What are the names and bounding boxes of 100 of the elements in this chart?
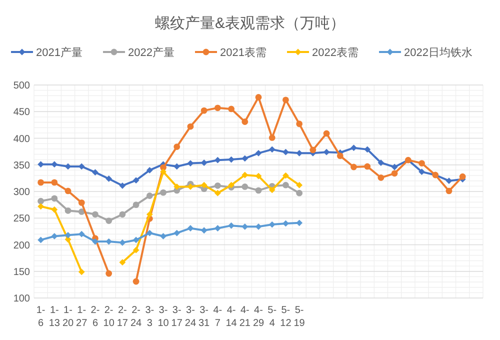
point bbox=[106, 176, 112, 182]
chart-title: 螺纹产量&表观需求（万吨） bbox=[154, 15, 346, 32]
point bbox=[38, 203, 44, 210]
x-tick-label: 2-17 bbox=[116, 305, 128, 329]
point bbox=[119, 239, 126, 246]
point bbox=[92, 169, 98, 176]
point bbox=[268, 221, 276, 228]
x-tick-label: 1-6 bbox=[36, 305, 46, 329]
legend-label: 2021产量 bbox=[36, 46, 82, 59]
x-tick-label: 5-19 bbox=[294, 305, 306, 329]
point bbox=[323, 148, 330, 156]
x-tick-label: 2-10 bbox=[103, 305, 115, 329]
point bbox=[255, 150, 262, 156]
point bbox=[296, 150, 303, 156]
point bbox=[200, 160, 208, 166]
point bbox=[160, 189, 166, 196]
point bbox=[146, 211, 153, 218]
x-tick-label: 1-27 bbox=[76, 305, 88, 329]
point bbox=[296, 190, 303, 196]
point bbox=[336, 152, 344, 160]
point bbox=[350, 144, 357, 152]
point bbox=[146, 167, 153, 174]
point bbox=[174, 163, 180, 170]
point bbox=[378, 160, 384, 166]
point bbox=[242, 118, 248, 125]
y-tick-label: 400 bbox=[13, 134, 30, 145]
point bbox=[51, 206, 58, 213]
point bbox=[214, 225, 221, 232]
point bbox=[51, 161, 58, 168]
point bbox=[78, 230, 85, 238]
point bbox=[146, 230, 153, 236]
point bbox=[200, 107, 208, 114]
point bbox=[200, 182, 208, 188]
point bbox=[38, 236, 44, 244]
x-tick-label: 3-3 bbox=[145, 305, 154, 329]
point bbox=[364, 163, 371, 170]
point bbox=[242, 223, 248, 230]
legend-label: 2021表需 bbox=[220, 46, 266, 59]
point bbox=[64, 232, 72, 238]
legend-label: 2022日均铁水 bbox=[404, 46, 472, 59]
x-tick-label: 4-29 bbox=[252, 305, 264, 329]
point bbox=[282, 220, 289, 227]
point bbox=[282, 172, 289, 179]
point bbox=[242, 155, 248, 162]
point bbox=[391, 164, 398, 170]
point bbox=[268, 134, 276, 141]
point bbox=[92, 238, 98, 245]
point bbox=[364, 146, 371, 153]
y-tick-label: 100 bbox=[13, 294, 30, 304]
point bbox=[132, 236, 140, 244]
point bbox=[255, 94, 262, 100]
point bbox=[174, 184, 180, 190]
point bbox=[51, 179, 58, 186]
point bbox=[51, 195, 58, 202]
point bbox=[174, 230, 180, 236]
point bbox=[391, 170, 398, 177]
point bbox=[174, 144, 180, 150]
point bbox=[310, 146, 316, 154]
legend-label: 2022产量 bbox=[128, 46, 174, 59]
x-tick-label: 2-24 bbox=[130, 305, 142, 329]
x-tick-label: 3-17 bbox=[171, 305, 183, 329]
point bbox=[187, 184, 194, 190]
point bbox=[106, 238, 112, 245]
x-tick-label: 1-20 bbox=[62, 305, 74, 329]
point bbox=[378, 174, 384, 181]
point bbox=[132, 177, 140, 184]
point bbox=[228, 222, 234, 229]
point bbox=[51, 233, 58, 240]
point bbox=[228, 156, 234, 163]
point bbox=[119, 259, 126, 266]
point bbox=[132, 202, 140, 208]
point bbox=[119, 211, 126, 218]
point bbox=[200, 227, 208, 234]
point bbox=[146, 192, 153, 199]
point bbox=[242, 184, 248, 190]
point bbox=[255, 172, 262, 180]
point bbox=[64, 188, 72, 194]
x-tick-label: 3-10 bbox=[158, 305, 170, 329]
y-tick-label: 300 bbox=[13, 187, 30, 198]
point bbox=[282, 182, 289, 188]
point bbox=[228, 182, 234, 188]
x-tick-label: 2-6 bbox=[90, 305, 100, 329]
point bbox=[255, 223, 262, 230]
point bbox=[78, 268, 85, 276]
point bbox=[214, 104, 221, 112]
point bbox=[132, 278, 140, 285]
x-tick-label: 3-31 bbox=[198, 305, 210, 329]
point bbox=[418, 168, 425, 175]
point bbox=[106, 218, 112, 224]
y-tick-label: 500 bbox=[13, 80, 30, 92]
point bbox=[446, 178, 452, 184]
point bbox=[350, 164, 357, 170]
y-tick-label: 250 bbox=[13, 214, 30, 225]
point bbox=[459, 173, 466, 180]
point bbox=[268, 186, 276, 194]
point bbox=[418, 160, 425, 166]
point bbox=[214, 156, 221, 164]
point bbox=[296, 220, 303, 226]
point bbox=[119, 182, 126, 189]
point bbox=[38, 179, 44, 186]
